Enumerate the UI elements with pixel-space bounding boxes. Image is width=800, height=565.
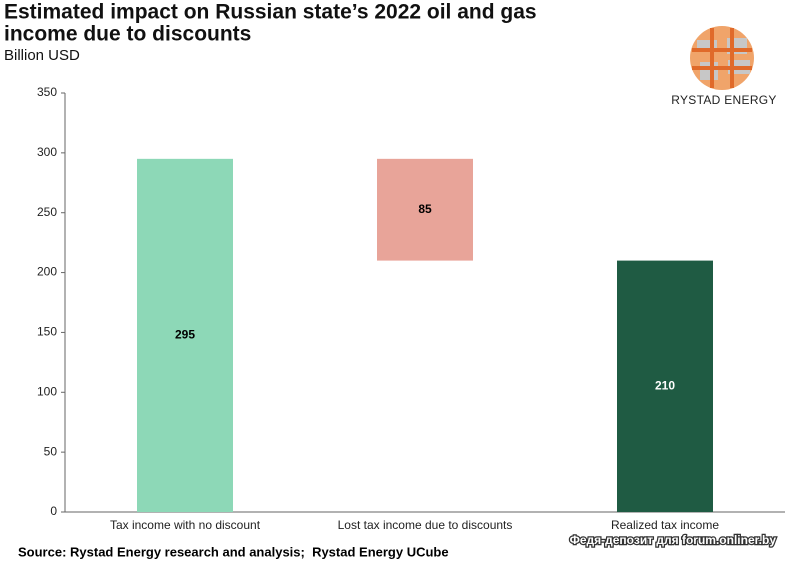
chart-title-line: income due to discounts [4,23,251,46]
bar [377,158,473,261]
bar [617,260,713,512]
y-tick-label: 50 [44,444,58,458]
logo: RYSTAD ENERGY [671,26,776,107]
y-tick-label: 300 [37,145,57,159]
x-tick-label: Lost tax income due to discounts [338,518,513,532]
chart-subtitle: Billion USD [4,47,80,64]
x-tick-label: Realized tax income [611,518,719,532]
y-tick-label: 0 [50,504,57,518]
y-tick-label: 250 [37,205,57,219]
chart-title-line: Estimated impact on Russian state’s 2022… [4,1,537,24]
logo-lines [692,28,752,88]
value-label: 295 [175,328,195,342]
source: Source: Rystad Energy research and analy… [18,544,449,559]
y-tick-label: 350 [37,85,57,99]
bar [137,158,233,513]
value-label: 210 [655,378,675,392]
y-tick-label: 150 [37,325,57,339]
logo-globe [690,26,754,90]
y-tick-label: 200 [37,265,57,279]
watermark: Федя-депозит для forum.onliner.by [570,533,777,547]
x-tick-label: Tax income with no discount [110,518,261,532]
logo-text: RYSTAD ENERGY [671,93,776,107]
value-label: 85 [418,202,432,216]
y-tick-label: 100 [37,384,57,398]
